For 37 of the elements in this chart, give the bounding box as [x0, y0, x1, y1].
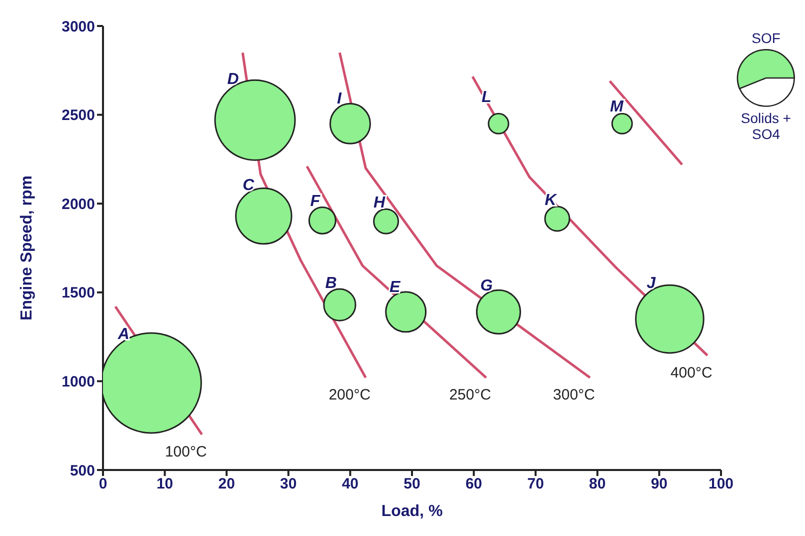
- annotation: I: [336, 90, 342, 108]
- annotation: H: [374, 194, 386, 212]
- text: SOF: [750, 30, 782, 46]
- x-tick-label: 40: [342, 476, 359, 493]
- series-label: 300°C: [553, 386, 596, 404]
- annotation: J: [646, 274, 657, 292]
- x-tick-label: 70: [527, 476, 544, 493]
- x-tick-label: 30: [280, 476, 297, 493]
- annotation: G: [480, 278, 493, 294]
- x-tick-label: 20: [218, 476, 235, 493]
- annotation: A: [116, 326, 130, 343]
- series-label: 250°C: [449, 386, 492, 404]
- x-tick-label: 80: [589, 476, 606, 493]
- x-tick-label: 90: [650, 476, 668, 493]
- annotation: B: [325, 275, 337, 292]
- y-axis-title: Engine Speed, rpm: [18, 176, 36, 320]
- annotation: D: [227, 71, 240, 88]
- annotation: E: [389, 278, 402, 296]
- annotation: M: [610, 98, 624, 116]
- y-tick-label: 1500: [62, 284, 95, 302]
- y-tick-label: 1000: [62, 374, 95, 391]
- series-label: 100°C: [164, 443, 207, 460]
- x-tick-label: 60: [465, 476, 482, 493]
- x-tick-label: 100: [708, 476, 734, 493]
- text: Solids + SO4: [740, 110, 792, 142]
- series-label: 400°C: [670, 364, 712, 382]
- y-tick-label: 500: [70, 462, 95, 480]
- y-tick-label: 3000: [62, 18, 95, 36]
- x-axis-title: Load, %: [381, 503, 443, 520]
- x-tick-label: 0: [98, 476, 108, 493]
- annotation: F: [310, 192, 322, 210]
- annotation: C: [242, 176, 255, 194]
- series-label: 200°C: [328, 386, 371, 404]
- y-tick-label: 2500: [62, 107, 95, 124]
- y-tick-label: 2000: [62, 196, 95, 213]
- x-tick-label: 50: [404, 476, 420, 493]
- x-tick-label: 10: [156, 476, 174, 493]
